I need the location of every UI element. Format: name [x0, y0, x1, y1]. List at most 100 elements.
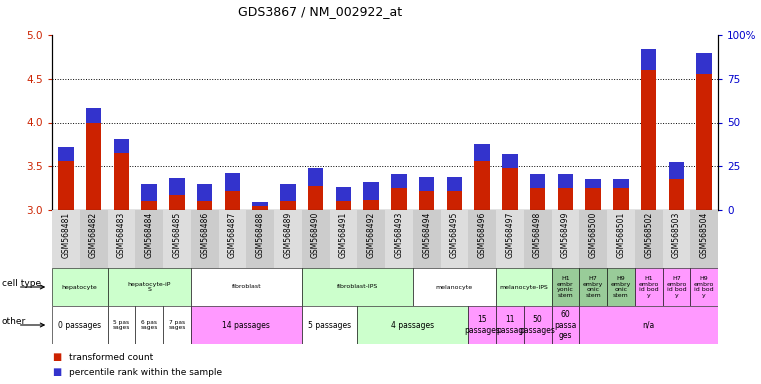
Bar [163, 306, 191, 344]
Text: ■: ■ [52, 352, 61, 362]
Bar [364, 182, 379, 200]
Text: 60
passa
ges: 60 passa ges [554, 310, 577, 340]
Bar [690, 210, 718, 268]
Text: GSM568487: GSM568487 [228, 212, 237, 258]
Text: GDS3867 / NM_002922_at: GDS3867 / NM_002922_at [237, 5, 402, 18]
Text: GSM568503: GSM568503 [672, 212, 681, 258]
Text: GSM568482: GSM568482 [89, 212, 98, 258]
Bar [142, 184, 157, 201]
Text: percentile rank within the sample: percentile rank within the sample [68, 368, 222, 377]
Text: H7
embro
id bod
y: H7 embro id bod y [666, 276, 686, 298]
Bar [274, 210, 302, 268]
Bar [641, 49, 656, 70]
Text: GSM568494: GSM568494 [422, 212, 431, 258]
Bar [552, 210, 579, 268]
Bar [308, 185, 323, 210]
Text: GSM568486: GSM568486 [200, 212, 209, 258]
Bar [113, 139, 129, 153]
Bar [696, 74, 712, 210]
Bar [524, 306, 552, 344]
Text: GSM568484: GSM568484 [145, 212, 154, 258]
Bar [391, 174, 406, 188]
Bar [419, 177, 435, 191]
Bar [468, 210, 496, 268]
Bar [663, 210, 690, 268]
Bar [308, 168, 323, 185]
Text: GSM568499: GSM568499 [561, 212, 570, 258]
Text: GSM568485: GSM568485 [173, 212, 181, 258]
Bar [197, 201, 212, 210]
Bar [585, 179, 600, 188]
Bar [496, 306, 524, 344]
Bar [669, 162, 684, 179]
Bar [502, 168, 517, 210]
Text: 6 pas
sages: 6 pas sages [141, 319, 158, 330]
Text: other: other [2, 317, 26, 326]
Bar [475, 161, 490, 210]
Bar [169, 178, 184, 195]
Text: GSM568496: GSM568496 [478, 212, 486, 258]
Bar [468, 306, 496, 344]
Bar [59, 161, 74, 210]
Bar [669, 179, 684, 210]
Text: H9
embro
id bod
y: H9 embro id bod y [694, 276, 715, 298]
Bar [412, 268, 496, 306]
Bar [52, 268, 107, 306]
Bar [280, 184, 295, 201]
Text: H9
embry
onic
stem: H9 embry onic stem [610, 276, 631, 298]
Bar [302, 210, 330, 268]
Text: GSM568492: GSM568492 [367, 212, 376, 258]
Bar [191, 210, 218, 268]
Text: GSM568481: GSM568481 [62, 212, 70, 258]
Text: n/a: n/a [642, 321, 654, 329]
Bar [552, 268, 579, 306]
Text: hepatocyte-iP
S: hepatocyte-iP S [127, 281, 170, 292]
Bar [447, 191, 462, 210]
Bar [253, 202, 268, 205]
Bar [59, 147, 74, 161]
Bar [419, 191, 435, 210]
Bar [357, 306, 468, 344]
Text: GSM568489: GSM568489 [283, 212, 292, 258]
Bar [135, 210, 163, 268]
Bar [113, 153, 129, 210]
Text: ■: ■ [52, 367, 61, 377]
Bar [142, 201, 157, 210]
Bar [80, 210, 107, 268]
Text: GSM568498: GSM568498 [533, 212, 542, 258]
Bar [579, 268, 607, 306]
Bar [475, 144, 490, 161]
Text: fibroblast: fibroblast [231, 285, 261, 290]
Bar [502, 154, 517, 168]
Bar [496, 268, 552, 306]
Text: 5 passages: 5 passages [308, 321, 351, 329]
Text: H7
embry
onic
stem: H7 embry onic stem [583, 276, 603, 298]
Text: 4 passages: 4 passages [391, 321, 435, 329]
Text: hepatocyte: hepatocyte [62, 285, 97, 290]
Bar [530, 174, 545, 188]
Bar [663, 268, 690, 306]
Bar [696, 53, 712, 74]
Bar [579, 306, 718, 344]
Bar [169, 195, 184, 210]
Text: GSM568502: GSM568502 [644, 212, 653, 258]
Text: H1
embro
id bod
y: H1 embro id bod y [638, 276, 659, 298]
Text: cell type: cell type [2, 279, 40, 288]
Bar [558, 188, 573, 210]
Bar [635, 210, 663, 268]
Text: H1
embr
yonic
stem: H1 embr yonic stem [557, 276, 574, 298]
Bar [302, 306, 357, 344]
Text: GSM568491: GSM568491 [339, 212, 348, 258]
Bar [524, 210, 552, 268]
Bar [191, 268, 302, 306]
Bar [552, 306, 579, 344]
Text: 5 pas
sages: 5 pas sages [113, 319, 130, 330]
Bar [52, 210, 80, 268]
Text: melanocyte-IPS: melanocyte-IPS [499, 285, 548, 290]
Bar [86, 109, 101, 122]
Text: 50
passages: 50 passages [520, 315, 556, 335]
Text: 14 passages: 14 passages [222, 321, 270, 329]
Bar [302, 268, 412, 306]
Bar [613, 179, 629, 188]
Bar [364, 200, 379, 210]
